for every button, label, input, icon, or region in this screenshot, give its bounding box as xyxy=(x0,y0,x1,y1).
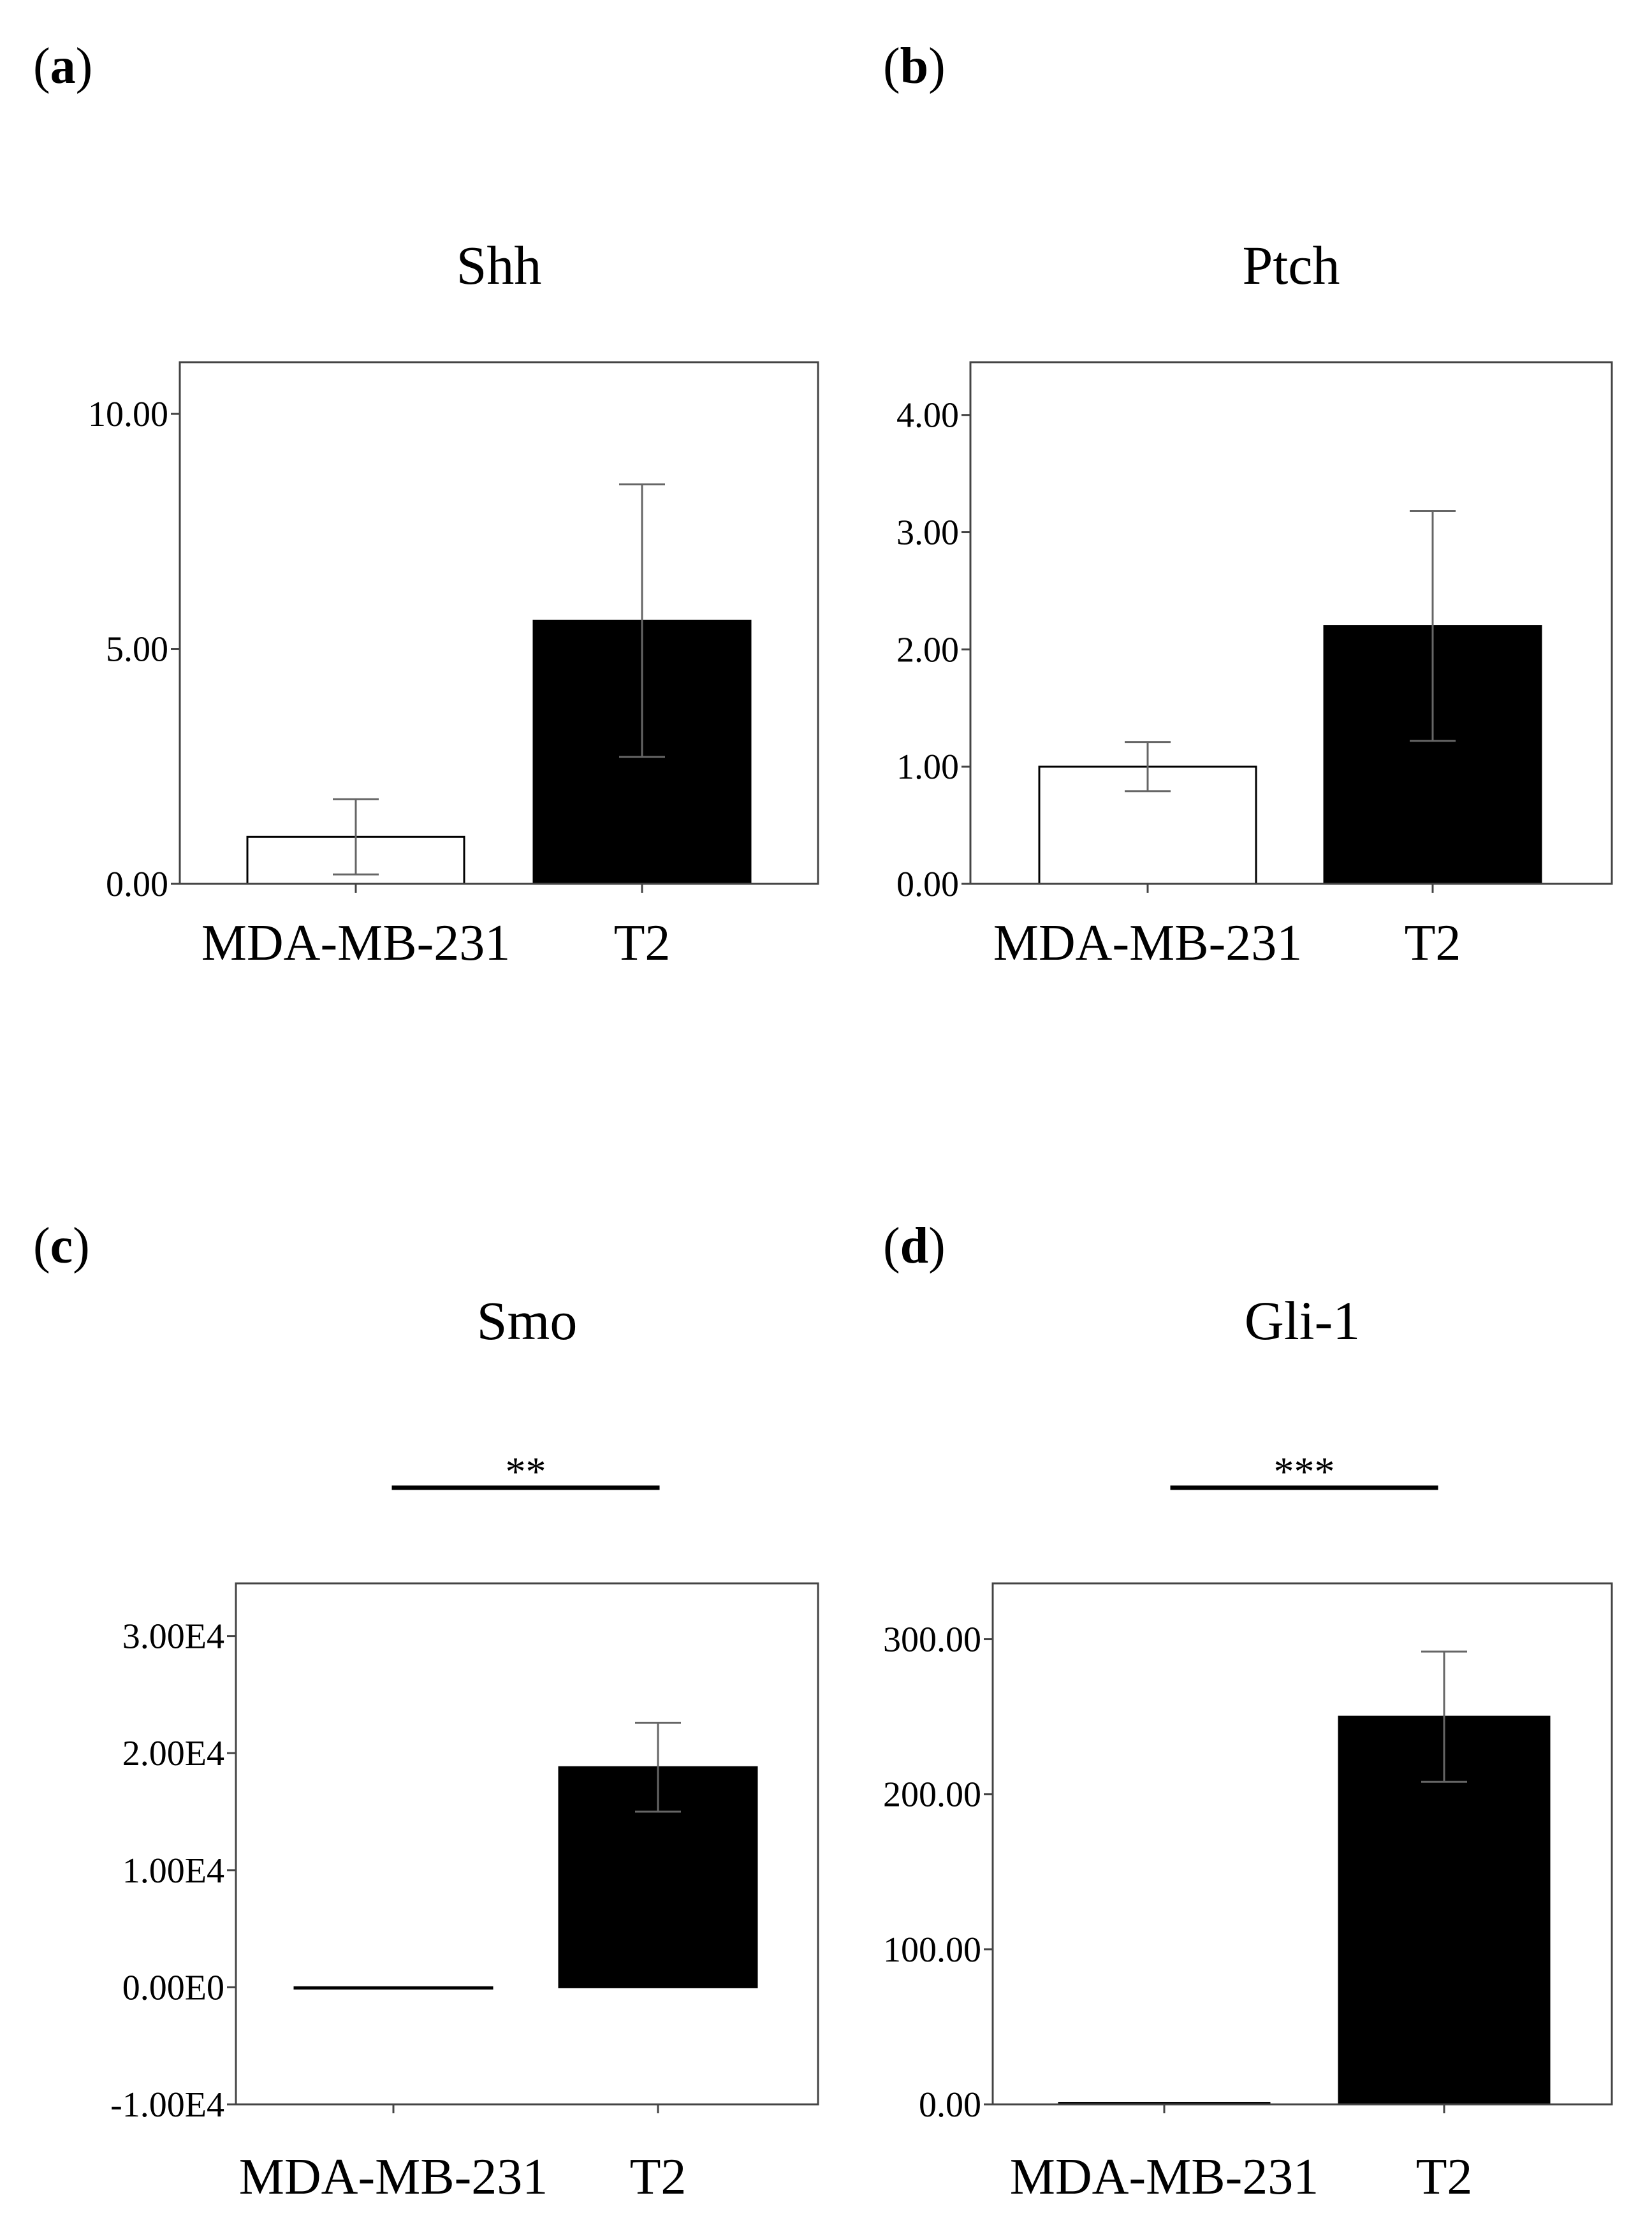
x-category-label: T2 xyxy=(630,2149,687,2205)
plot-frame xyxy=(969,361,1613,885)
panel-letter: b xyxy=(900,38,929,94)
chart-panel-b: (b) Ptch 0.00 1.00 2.00 3.00 4.00 MDA-MB-231 T2 xyxy=(883,38,1613,971)
panel-label: (d) xyxy=(883,1218,946,1274)
y-tick-label: 1.00 xyxy=(896,747,959,787)
y-tick-label: 100.00 xyxy=(883,1930,981,1970)
plot-frame xyxy=(235,1582,819,2106)
panel-label: (c) xyxy=(33,1218,90,1274)
chart-panel-d: (d) Gli-1 *** 0.00 100.00 200.00 300.00 MDA-MB-… xyxy=(883,1218,1613,2205)
panel-letter: d xyxy=(900,1218,929,1274)
bar-mda-mb-231 xyxy=(293,1986,493,1990)
y-tick-label: 10.00 xyxy=(88,395,168,434)
y-tick-label: 200.00 xyxy=(883,1775,981,1815)
y-tick-label: 0.00 xyxy=(896,865,959,904)
y-tick-label: 0.00 xyxy=(106,865,168,904)
chart-title: Shh xyxy=(457,235,542,296)
panel-label: (a) xyxy=(33,38,92,94)
x-category-label: T2 xyxy=(1416,2149,1473,2205)
y-tick-label: -1.00E4 xyxy=(110,2085,224,2125)
chart-panel-c: (c) Smo ** -1.00E4 0.00E0 1.00E4 2.00E4 3.00E4 M… xyxy=(33,1218,819,2205)
panel-letter: c xyxy=(50,1218,73,1274)
bar-mda-mb-231 xyxy=(1038,765,1257,885)
plot-frame xyxy=(179,361,819,885)
y-tick-label: 5.00 xyxy=(106,630,168,670)
chart-panel-a: (a) Shh 0.00 5.00 10.00 MDA-MB-231 T2 xyxy=(33,38,819,971)
x-category-label: T2 xyxy=(614,915,671,971)
y-tick-label: 1.00E4 xyxy=(122,1851,224,1891)
x-category-label: MDA-MB-231 xyxy=(1010,2149,1319,2205)
y-tick-label: 4.00 xyxy=(896,396,959,436)
y-tick-label: 2.00 xyxy=(896,630,959,670)
panel-letter: a xyxy=(50,38,76,94)
y-tick-label: 0.00 xyxy=(919,2085,981,2125)
significance-stars: ** xyxy=(506,1449,546,1494)
significance-stars: *** xyxy=(1274,1449,1335,1494)
panel-label: (b) xyxy=(883,38,946,94)
y-tick-label: 3.00 xyxy=(896,513,959,553)
y-tick-label: 0.00E0 xyxy=(122,1968,224,2007)
x-category-label: T2 xyxy=(1405,915,1461,971)
plot-frame xyxy=(991,1582,1613,2106)
x-category-label: MDA-MB-231 xyxy=(239,2149,548,2205)
chart-title: Smo xyxy=(477,1290,578,1351)
chart-title: Ptch xyxy=(1243,235,1340,296)
y-tick-label: 3.00E4 xyxy=(122,1617,224,1657)
chart-title: Gli-1 xyxy=(1245,1290,1361,1351)
y-tick-label: 2.00E4 xyxy=(122,1734,224,1773)
y-tick-label: 300.00 xyxy=(883,1620,981,1660)
x-category-label: MDA-MB-231 xyxy=(993,915,1302,971)
x-category-label: MDA-MB-231 xyxy=(201,915,510,971)
